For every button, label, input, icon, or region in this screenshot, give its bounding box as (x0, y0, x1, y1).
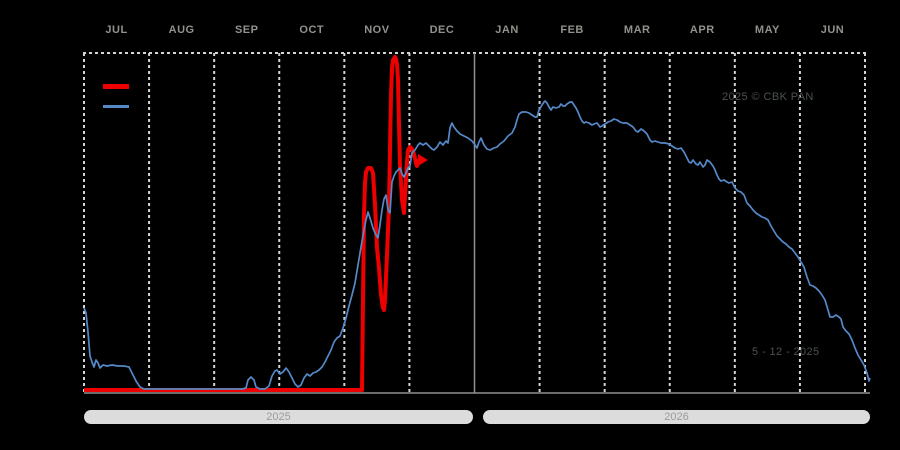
series-red-arrowhead (418, 154, 428, 166)
year-bar-label: 2025 (266, 411, 291, 423)
year-bar-2025[interactable]: 2025 (84, 410, 473, 424)
month-axis: JUL AUG SEP OCT NOV DEC JAN FEB MAR APR MAY JUN (0, 0, 900, 40)
current-date-label: 5 - 12 - 2025 (752, 346, 820, 358)
year-bar-2026[interactable]: 2026 (483, 410, 870, 424)
copyright-label: 2025 © CBK PAN (722, 91, 814, 103)
month-label-aug: AUG (168, 24, 195, 36)
series-blue-path (83, 100, 871, 390)
legend-red-line-swatch (103, 84, 129, 89)
month-label-apr: APR (689, 24, 715, 36)
month-label-jun: JUN (820, 24, 845, 36)
month-label-dec: DEC (429, 24, 455, 36)
month-label-mar: MAR (623, 24, 651, 36)
month-label-feb: FEB (560, 24, 584, 36)
month-label-sep: SEP (234, 24, 259, 36)
month-label-jul: JUL (105, 24, 128, 36)
month-label-oct: OCT (299, 24, 325, 36)
legend-blue-line-swatch (103, 105, 129, 108)
month-label-jan: JAN (495, 24, 519, 36)
year-bar-label: 2026 (664, 411, 689, 423)
month-label-may: MAY (754, 24, 780, 36)
series-red-path (84, 55, 421, 392)
month-label-nov: NOV (364, 24, 390, 36)
